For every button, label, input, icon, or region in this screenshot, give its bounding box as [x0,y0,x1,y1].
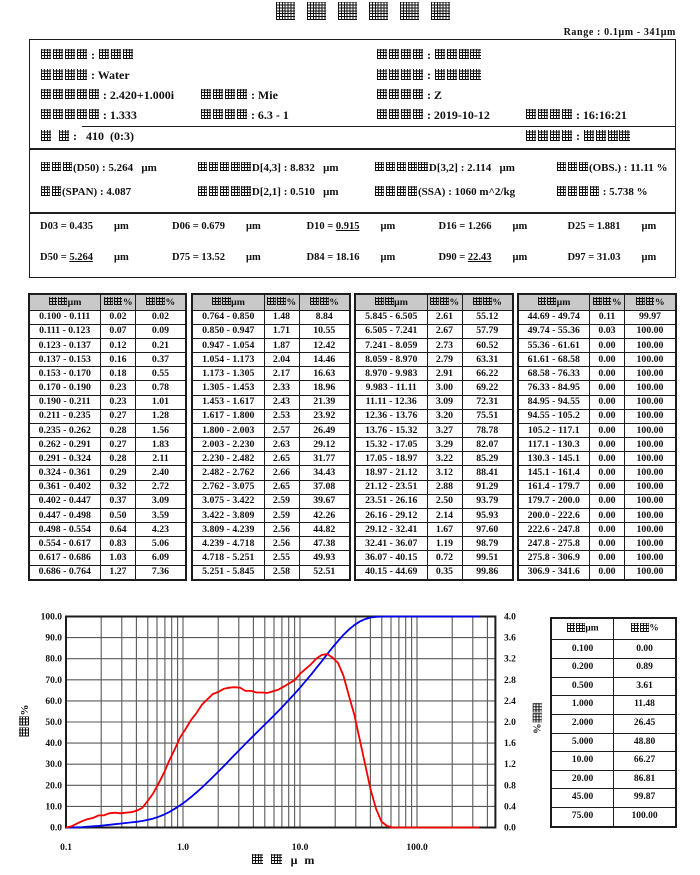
svg-text:1.2: 1.2 [504,760,516,770]
svg-text:100.0: 100.0 [406,843,428,853]
svg-text:0.0: 0.0 [50,824,62,834]
svg-text:2.0: 2.0 [504,718,516,728]
svg-text:10.0: 10.0 [45,802,62,812]
svg-text:0.4: 0.4 [504,802,516,812]
svg-text:70.0: 70.0 [45,676,62,686]
svg-text:60.0: 60.0 [45,697,62,707]
svg-text:2.8: 2.8 [504,676,516,686]
svg-text:0.1: 0.1 [60,843,72,853]
svg-text:30.0: 30.0 [45,760,62,770]
svg-text:50.0: 50.0 [45,718,62,728]
svg-text:1.6: 1.6 [504,739,516,749]
svg-text:10.0: 10.0 [292,843,309,853]
svg-text:0.0: 0.0 [504,824,516,834]
svg-text:0.8: 0.8 [504,781,516,791]
svg-text:90.0: 90.0 [45,634,62,644]
svg-text:40.0: 40.0 [45,739,62,749]
svg-text:100.0: 100.0 [41,613,63,623]
svg-text:3.6: 3.6 [504,634,516,644]
svg-text:80.0: 80.0 [45,655,62,665]
svg-text:20.0: 20.0 [45,781,62,791]
svg-text:1.0: 1.0 [177,843,189,853]
svg-text:2.4: 2.4 [504,697,516,707]
svg-text:4.0: 4.0 [504,613,516,623]
svg-text:3.2: 3.2 [504,655,516,665]
